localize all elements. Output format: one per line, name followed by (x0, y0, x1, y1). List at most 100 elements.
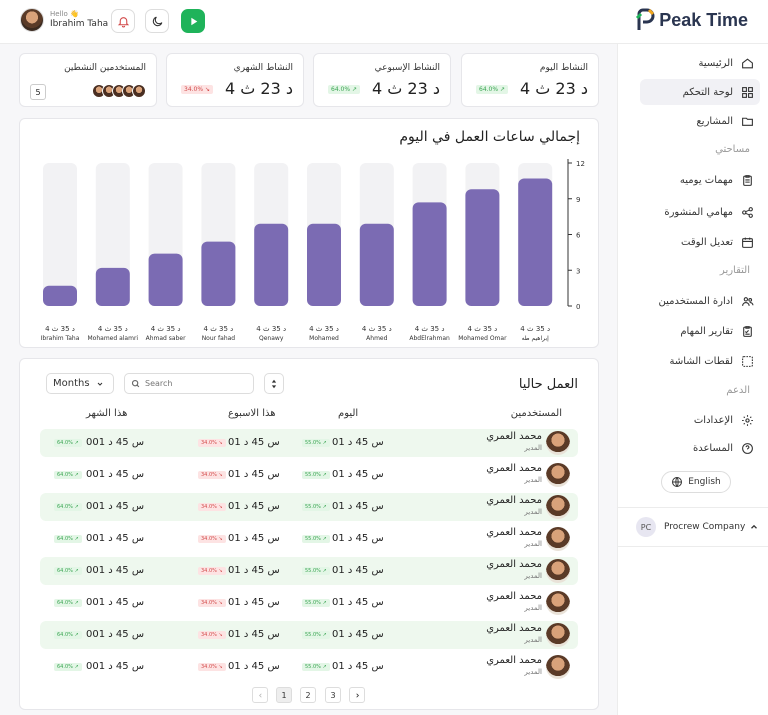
user-cell: محمد العمري المدير (486, 591, 542, 613)
user-name: محمد العمري (486, 463, 542, 474)
sidebar-item-label: لقطات الشاشة (669, 355, 733, 367)
month-value: 001 س 45 د (86, 629, 145, 640)
search-input[interactable] (145, 379, 245, 388)
next-page-button[interactable] (349, 687, 365, 703)
user-role: المدير (524, 572, 542, 580)
sidebar-item-home[interactable]: الرئيسية (640, 50, 760, 76)
x-tick-label: Mohamed alamri (88, 335, 139, 342)
bar[interactable] (465, 189, 500, 306)
table-title: العمل حاليا (518, 377, 578, 392)
user-role: المدير (524, 636, 542, 644)
month-value: 001 س 45 د (86, 469, 145, 480)
page-button[interactable]: 1 (276, 687, 292, 703)
user-name: Ibrahim Taha (50, 19, 109, 29)
brand-logo: Peak Time (635, 8, 748, 32)
work-hours-chart-card: إجمالي ساعات العمل في اليوم 0 3 6 9 12 4 د 35… (19, 118, 599, 348)
bar[interactable] (307, 223, 341, 306)
stat-title: النشاط الإسبوعي (374, 63, 440, 73)
company-switcher[interactable]: PC Procrew Company (618, 507, 768, 547)
month-badge: 64.0% ↗ (54, 631, 82, 639)
stat-title: النشاط اليوم (539, 63, 588, 73)
table-row[interactable]: محمد العمري المدير 01 س 45 د 55.0% ↗ 01 س 45… (40, 653, 578, 681)
bar[interactable] (254, 223, 289, 306)
period-select-value: Months (53, 378, 90, 389)
bar[interactable] (359, 223, 394, 306)
user-name: محمد العمري (486, 591, 542, 602)
work-hours-chart: 0 3 6 9 12 4 د 35 ث Ibrahim Taha 4 د 35 ث Mohame… (41, 159, 585, 342)
sidebar-item-edit-time[interactable]: تعديل الوقت (640, 229, 760, 255)
bar[interactable] (43, 285, 77, 306)
week-badge: 34.0% ↘ (198, 471, 226, 479)
page-button[interactable]: 2 (300, 687, 316, 703)
table-row[interactable]: محمد العمري المدير 01 س 45 د 55.0% ↗ 01 س 45… (40, 589, 578, 617)
header-today: اليوم (338, 408, 359, 419)
y-tick-label: 9 (576, 196, 580, 204)
bell-icon (117, 16, 129, 27)
table-row[interactable]: محمد العمري المدير 01 س 45 د 55.0% ↗ 01 س 45… (40, 493, 578, 521)
report-icon (743, 325, 752, 337)
table-row[interactable]: محمد العمري المدير 01 س 45 د 55.0% ↗ 01 س 45… (40, 429, 578, 457)
stat-card-monthly: النشاط الشهري 4 د 23 ث 34.0% ↘ (166, 53, 304, 107)
sidebar-item-projects[interactable]: المشاريع (640, 108, 760, 134)
section-support: الدعم (726, 385, 750, 396)
sidebar-item-published-tasks[interactable]: مهامي المنشورة (640, 199, 760, 225)
today-value: 01 س 45 د (332, 597, 384, 608)
bar[interactable] (412, 202, 447, 306)
bar-value-label: 4 د 35 ث (98, 325, 128, 333)
month-badge: 64.0% ↗ (54, 567, 82, 575)
sidebar-item-label: ادارة المستخدمين (658, 295, 734, 307)
sidebar-item-task-reports[interactable]: تقارير المهام (640, 318, 760, 344)
sidebar-item-dashboard[interactable]: لوحة التحكم (640, 79, 760, 105)
stat-badge: 64.0% ↗ (476, 85, 508, 94)
week-value: 01 س 45 د (228, 597, 280, 608)
user-name: محمد العمري (486, 431, 542, 442)
table-row[interactable]: محمد العمري المدير 01 س 45 د 55.0% ↗ 01 س 45… (40, 525, 578, 553)
bar[interactable] (95, 267, 130, 306)
table-row[interactable]: محمد العمري المدير 01 س 45 د 55.0% ↗ 01 س 45… (40, 461, 578, 489)
sidebar-item-settings[interactable]: الإعدادات (640, 407, 760, 433)
language-button[interactable]: English (661, 471, 731, 493)
prev-page-button[interactable] (252, 687, 268, 703)
user-profile[interactable]: Hello 👋 Ibrahim Taha (20, 8, 108, 32)
x-tick-label: Mohamed (309, 335, 339, 342)
search-icon (131, 379, 140, 388)
sidebar-item-help[interactable]: المساعدة (640, 435, 760, 461)
sidebar-item-daily-tasks[interactable]: مهمات يوميه (640, 167, 760, 193)
bar-value-label: 4 د 35 ث (45, 325, 75, 333)
theme-toggle-button[interactable] (145, 9, 169, 33)
page-button[interactable]: 3 (325, 687, 341, 703)
month-value: 001 س 45 د (86, 501, 145, 512)
user-cell: محمد العمري المدير (486, 623, 542, 645)
user-role: المدير (524, 476, 542, 484)
today-value: 01 س 45 د (332, 501, 384, 512)
today-value: 01 س 45 د (332, 533, 384, 544)
week-badge: 34.0% ↘ (198, 567, 226, 575)
table-row[interactable]: محمد العمري المدير 01 س 45 د 55.0% ↗ 01 س 45… (40, 557, 578, 585)
sidebar-item-label: الرئيسية (698, 57, 733, 69)
company-name: Procrew Company (664, 522, 746, 532)
period-select[interactable]: Months (46, 373, 114, 394)
sort-button[interactable] (264, 373, 284, 394)
top-bar: Hello 👋 Ibrahim Taha Peak Time (0, 0, 768, 44)
search-box[interactable] (124, 373, 254, 394)
bar[interactable] (201, 241, 236, 306)
today-value: 01 س 45 د (332, 661, 384, 672)
bar-value-label: 4 د 35 ث (309, 325, 339, 333)
week-value: 01 س 45 د (228, 565, 280, 576)
bar-value-label: 4 د 35 ث (256, 325, 286, 333)
month-value: 001 س 45 د (86, 597, 145, 608)
month-value: 001 س 45 د (86, 437, 145, 448)
sidebar-item-screenshots[interactable]: لقطات الشاشة (640, 348, 760, 374)
stat-card-today: النشاط اليوم 4 د 23 ث 64.0% ↗ (461, 53, 599, 107)
users-icon (742, 296, 754, 306)
sort-icon (271, 379, 277, 388)
today-badge: 55.0% ↗ (302, 439, 330, 447)
start-timer-button[interactable] (181, 9, 205, 33)
table-row[interactable]: محمد العمري المدير 01 س 45 د 55.0% ↗ 01 س 45… (40, 621, 578, 649)
bar[interactable] (148, 253, 183, 306)
bar-value-label: 4 د 35 ث (151, 325, 181, 333)
sidebar-item-user-management[interactable]: ادارة المستخدمين (640, 288, 760, 314)
notifications-button[interactable] (111, 9, 135, 33)
today-value: 01 س 45 د (332, 565, 384, 576)
bar[interactable] (518, 178, 553, 306)
